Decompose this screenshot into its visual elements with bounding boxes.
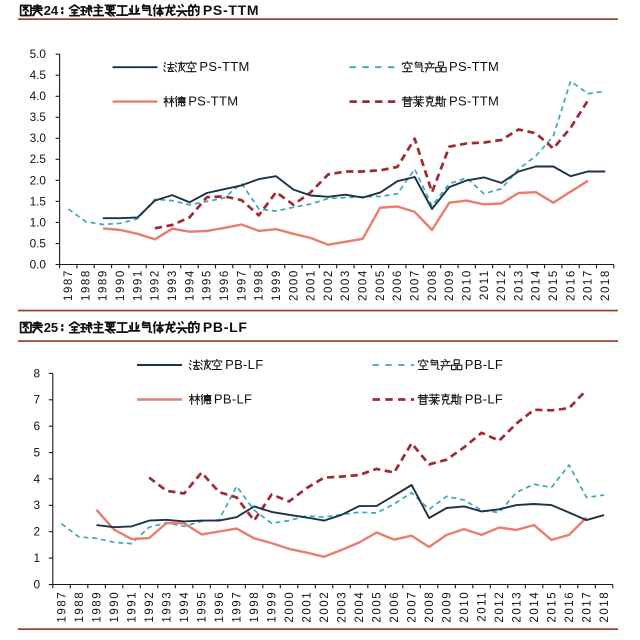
svg-text:1999: 1999 [266, 591, 278, 623]
svg-text:PB-LF: PB-LF [203, 319, 248, 335]
svg-text:1991: 1991 [132, 269, 144, 301]
svg-text:2011: 2011 [476, 591, 488, 622]
svg-text:1990: 1990 [115, 269, 127, 301]
svg-text:2.0: 2.0 [30, 173, 47, 187]
svg-text:1.0: 1.0 [30, 215, 47, 229]
svg-text:1987: 1987 [56, 591, 68, 623]
svg-text:2014: 2014 [531, 269, 543, 301]
svg-text:2003: 2003 [336, 591, 348, 623]
svg-text:1995: 1995 [196, 591, 208, 623]
svg-text:2014: 2014 [529, 591, 541, 623]
svg-text:2013: 2013 [513, 269, 525, 301]
svg-text:0.0: 0.0 [30, 257, 47, 271]
svg-text:PS-TTM: PS-TTM [449, 59, 499, 74]
svg-text:2010: 2010 [462, 269, 474, 301]
svg-text:7: 7 [33, 393, 40, 407]
svg-text:4: 4 [33, 472, 40, 486]
svg-text:1989: 1989 [98, 269, 110, 301]
svg-text:1992: 1992 [144, 591, 156, 623]
svg-text:2009: 2009 [444, 269, 456, 301]
svg-text:PB-LF: PB-LF [465, 392, 503, 407]
svg-text:2002: 2002 [323, 269, 335, 301]
svg-text:1996: 1996 [219, 269, 231, 301]
svg-text:2007: 2007 [406, 591, 418, 623]
svg-text:PS-TTM: PS-TTM [199, 59, 249, 74]
svg-text:2015: 2015 [548, 269, 560, 301]
svg-text:1988: 1988 [80, 269, 92, 301]
svg-text:2008: 2008 [424, 591, 436, 623]
svg-text:2.5: 2.5 [30, 152, 47, 166]
svg-text:1997: 1997 [236, 269, 248, 301]
svg-text:2003: 2003 [340, 269, 352, 301]
svg-text:2012: 2012 [496, 269, 508, 301]
svg-text:25: 25 [44, 320, 58, 335]
svg-text:3.0: 3.0 [30, 131, 47, 145]
svg-text:5: 5 [33, 445, 40, 459]
svg-text:1989: 1989 [91, 591, 103, 623]
svg-text:1993: 1993 [167, 269, 179, 301]
svg-text:2011: 2011 [479, 269, 491, 300]
svg-text:2001: 2001 [301, 591, 313, 623]
svg-text:2006: 2006 [389, 591, 401, 623]
svg-text:1991: 1991 [126, 591, 138, 623]
svg-text:2017: 2017 [581, 591, 593, 623]
svg-text:1996: 1996 [214, 591, 226, 623]
svg-text:2: 2 [33, 525, 40, 539]
svg-text:2006: 2006 [392, 269, 404, 301]
svg-text:2004: 2004 [354, 591, 366, 623]
svg-text:2013: 2013 [511, 591, 523, 623]
svg-text:2004: 2004 [358, 269, 370, 301]
svg-text:1994: 1994 [179, 591, 191, 623]
svg-text:PS-TTM: PS-TTM [449, 94, 499, 109]
svg-text:8: 8 [33, 366, 40, 380]
svg-text:24: 24 [44, 3, 59, 18]
svg-text:1993: 1993 [161, 591, 173, 623]
svg-text:PB-LF: PB-LF [465, 357, 503, 372]
svg-text:1997: 1997 [231, 591, 243, 623]
svg-text:2008: 2008 [427, 269, 439, 301]
svg-text:2009: 2009 [441, 591, 453, 623]
svg-text:2017: 2017 [583, 269, 595, 301]
svg-text:1988: 1988 [74, 591, 86, 623]
svg-text:2016: 2016 [564, 591, 576, 623]
svg-text:1987: 1987 [63, 269, 75, 301]
svg-text:1995: 1995 [202, 269, 214, 301]
svg-text:1992: 1992 [150, 269, 162, 301]
svg-text:2002: 2002 [319, 591, 331, 623]
svg-text:3.5: 3.5 [30, 110, 47, 124]
svg-text:1999: 1999 [271, 269, 283, 301]
svg-text:4.5: 4.5 [30, 68, 47, 82]
svg-text:2000: 2000 [284, 591, 296, 623]
svg-text:0: 0 [33, 577, 40, 591]
svg-text:2000: 2000 [288, 269, 300, 301]
svg-text:2005: 2005 [371, 591, 383, 623]
svg-text:2005: 2005 [375, 269, 387, 301]
svg-text:5.0: 5.0 [30, 47, 47, 61]
svg-text:2001: 2001 [306, 269, 318, 301]
svg-text:6: 6 [33, 419, 40, 433]
svg-text:PS-TTM: PS-TTM [188, 94, 238, 109]
svg-text:1990: 1990 [109, 591, 121, 623]
svg-text:0.5: 0.5 [30, 236, 47, 250]
svg-text:1998: 1998 [249, 591, 261, 623]
svg-text:2012: 2012 [494, 591, 506, 623]
svg-text:PB-LF: PB-LF [214, 392, 252, 407]
svg-text:PB-LF: PB-LF [225, 357, 263, 372]
svg-text:2010: 2010 [459, 591, 471, 623]
svg-text:2018: 2018 [600, 269, 612, 301]
svg-text:3: 3 [33, 498, 40, 512]
svg-text:PS-TTM: PS-TTM [203, 2, 259, 18]
svg-text:1.5: 1.5 [30, 194, 47, 208]
svg-text:1994: 1994 [184, 269, 196, 301]
svg-text:1998: 1998 [254, 269, 266, 301]
svg-text:4.0: 4.0 [30, 89, 47, 103]
svg-text:1: 1 [33, 551, 40, 565]
svg-text:2016: 2016 [565, 269, 577, 301]
svg-text:2018: 2018 [599, 591, 611, 623]
svg-text:2015: 2015 [546, 591, 558, 623]
svg-text:2007: 2007 [410, 269, 422, 301]
